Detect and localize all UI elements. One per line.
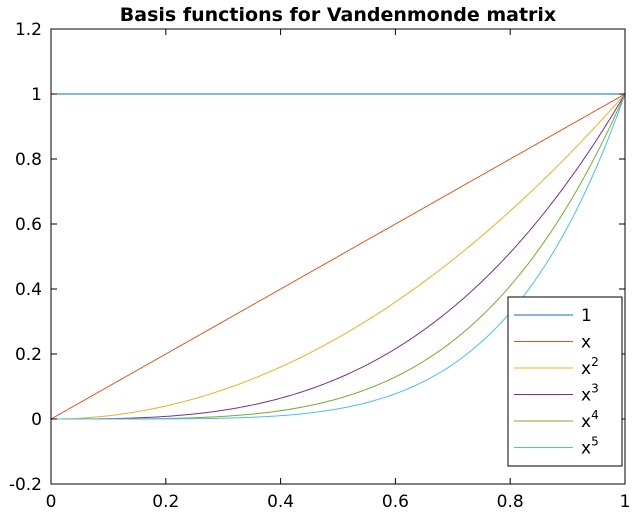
series-line-x-pow-1 <box>50 93 626 420</box>
series-line-x-pow-3 <box>51 93 626 420</box>
y-tick-label: 0 <box>31 410 42 430</box>
axes-box <box>50 28 626 485</box>
series-line-x-pow-5 <box>51 93 626 420</box>
legend-label: x <box>581 333 591 353</box>
legend-label: x3 <box>581 382 599 406</box>
y-tick-label: 1.2 <box>15 20 42 40</box>
y-tick-label: -0.2 <box>9 475 42 495</box>
y-tick-label: 1 <box>31 85 42 105</box>
legend-label: x4 <box>581 408 599 432</box>
y-tick-label: 0.8 <box>15 150 42 170</box>
x-tick-label: 1 <box>620 492 631 512</box>
x-tick-label: 0 <box>46 492 57 512</box>
ticks-layer: 0 0.2 0.4 0.6 0.8 1-0.200.20.40.60.811.2 <box>9 20 631 512</box>
x-tick-label: 0.2 <box>152 492 179 512</box>
y-tick-label: 0.2 <box>15 345 42 365</box>
y-tick-label: 0.4 <box>15 280 42 300</box>
legend-box <box>507 296 623 467</box>
legend-label: x5 <box>581 435 599 459</box>
x-tick-label: 0.8 <box>497 492 524 512</box>
x-tick-label: 0.4 <box>267 492 294 512</box>
y-tick-label: 0.6 <box>15 215 42 235</box>
chart-title: Basis functions for Vandenmonde matrix <box>120 4 556 26</box>
x-tick-label: 0.6 <box>382 492 409 512</box>
series-line-x-pow-2 <box>50 93 626 420</box>
legend-label: x2 <box>581 355 599 379</box>
legend-label: 1 <box>581 306 592 326</box>
series-layer <box>50 93 626 420</box>
